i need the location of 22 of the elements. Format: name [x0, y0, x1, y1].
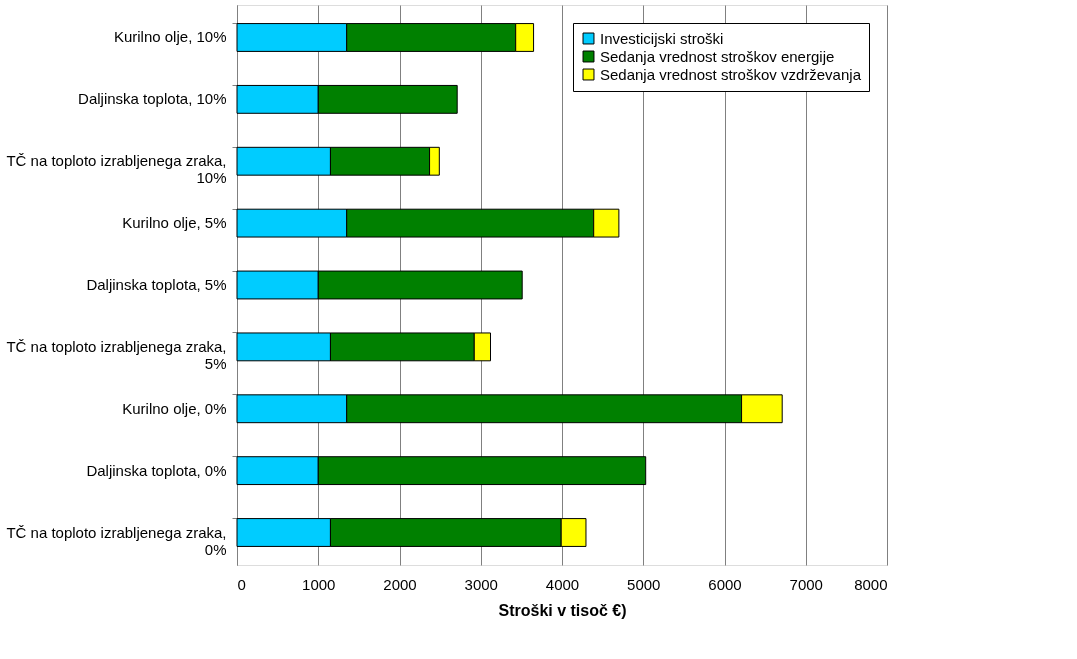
y-tick-label: TČ na toploto izrabljenega zraka, 0% — [6, 523, 227, 558]
y-tick-label: Daljinska toplota, 0% — [86, 461, 227, 479]
x-tick-label: 7000 — [789, 575, 823, 593]
y-tick-label: Kurilno olje, 0% — [122, 399, 227, 417]
y-tick-label: Kurilno olje, 10% — [113, 28, 227, 46]
x-tick-label: 2000 — [383, 575, 417, 593]
x-tick-label: 5000 — [627, 575, 661, 593]
y-tick-label: TČ na toploto izrabljenega zraka, 10% — [6, 152, 227, 187]
x-axis-title: Stroški v tisoč €) — [498, 601, 627, 619]
x-tick-label: 1000 — [302, 575, 336, 593]
y-tick-label: Daljinska toplota, 5% — [86, 276, 227, 293]
legend-label: Investicijski stroški — [600, 29, 724, 47]
legend-label: Sedanja vrednost stroškov vzdrževanja — [600, 65, 862, 83]
x-tick-label: 6000 — [708, 575, 742, 593]
x-tick-label: 0 — [237, 575, 246, 593]
y-tick-label: TČ na toploto izrabljenega zraka, 5% — [6, 337, 227, 372]
legend-label: Sedanja vrednost stroškov energije — [600, 47, 835, 65]
y-tick-label: Daljinska toplota, 10% — [78, 90, 227, 108]
x-tick-label: 3000 — [464, 575, 498, 593]
x-tick-label: 4000 — [545, 575, 580, 593]
x-tick-label: 8000 — [854, 575, 888, 593]
y-tick-label: Kurilno olje, 5% — [122, 214, 227, 232]
